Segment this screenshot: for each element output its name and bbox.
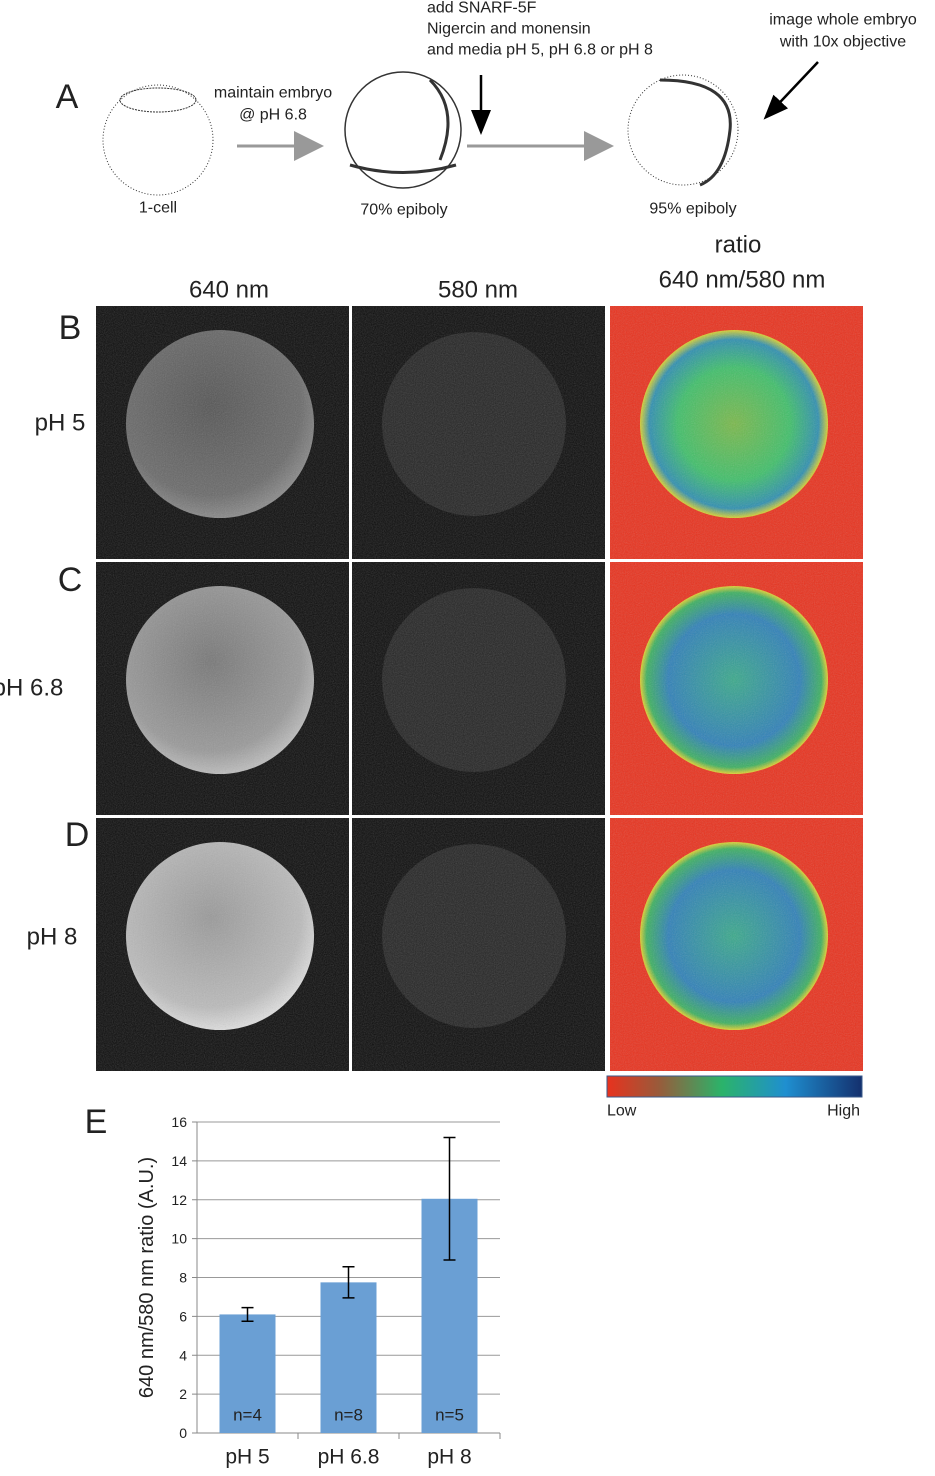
y-tick-label: 16 [171,1114,187,1130]
error-bar [443,1136,456,1261]
column-header: ratio [715,232,762,259]
image-noise [352,818,605,1071]
error-bar [342,1266,355,1299]
y-tick-label: 0 [179,1425,187,1441]
bar-chart: 0 2 4 6 8 10 12 14 16 640 nm/580 nm ratio (A.U.) n… [136,1114,501,1469]
image-noise [610,306,863,559]
micrographs [96,306,863,1071]
x-tick-label: pH 6.8 [318,1446,380,1469]
image-noise [96,306,349,559]
y-tick-label: 12 [171,1192,187,1208]
y-tick-label: 6 [179,1308,187,1324]
row-label: pH 5 [35,410,86,437]
embryo-drawing [102,71,739,196]
y-tick-label: 8 [179,1270,187,1286]
panel-label: E [85,1103,108,1141]
step-text: Nigercin and monensin [427,21,591,38]
image-noise [610,562,863,815]
colorbar [606,1075,863,1098]
y-tick-label: 10 [171,1231,187,1247]
image-noise [610,818,863,1071]
colorbar-label: Low [607,1103,637,1120]
image-noise [352,562,605,815]
y-axis-label: 640 nm/580 nm ratio (A.U.) [136,1157,158,1398]
bar-annotation: n=4 [233,1406,262,1425]
y-tick-label: 4 [179,1347,187,1363]
step-text: with 10x objective [779,34,906,51]
bar [219,1314,276,1433]
panel-label: C [58,561,83,599]
image-noise [96,562,349,815]
colorbar-label: High [827,1103,860,1120]
x-tick-label: pH 5 [225,1446,269,1469]
row-label: pH 8 [27,924,78,951]
step-text: @ pH 6.8 [239,107,307,124]
stage-label: 95% epiboly [649,201,736,218]
column-header: 580 nm [438,277,518,304]
row-label: pH 6.8 [0,675,63,702]
bar-annotation: n=8 [334,1406,363,1425]
column-header: 640 nm/580 nm [659,267,826,294]
stage-label: 1-cell [139,200,177,217]
panel-label: B [59,309,82,347]
y-tick-label: 2 [179,1386,187,1402]
step-text: and media pH 5, pH 6.8 or pH 8 [427,42,653,59]
step-text: add SNARF-5F [427,0,537,17]
y-tick-label: 14 [171,1153,187,1169]
error-bar [241,1306,254,1322]
stage-label: 70% epiboly [360,202,447,219]
x-tick-label: pH 8 [427,1446,471,1469]
image-noise [352,306,605,559]
arrow [763,61,819,120]
bar-annotation: n=5 [435,1406,464,1425]
panel-label: D [65,816,90,854]
step-text: maintain embryo [214,85,332,102]
bar [320,1282,377,1433]
step-text: image whole embryo [769,12,917,29]
column-header: 640 nm [189,277,269,304]
image-noise [96,818,349,1071]
panel-label: A [56,78,79,116]
